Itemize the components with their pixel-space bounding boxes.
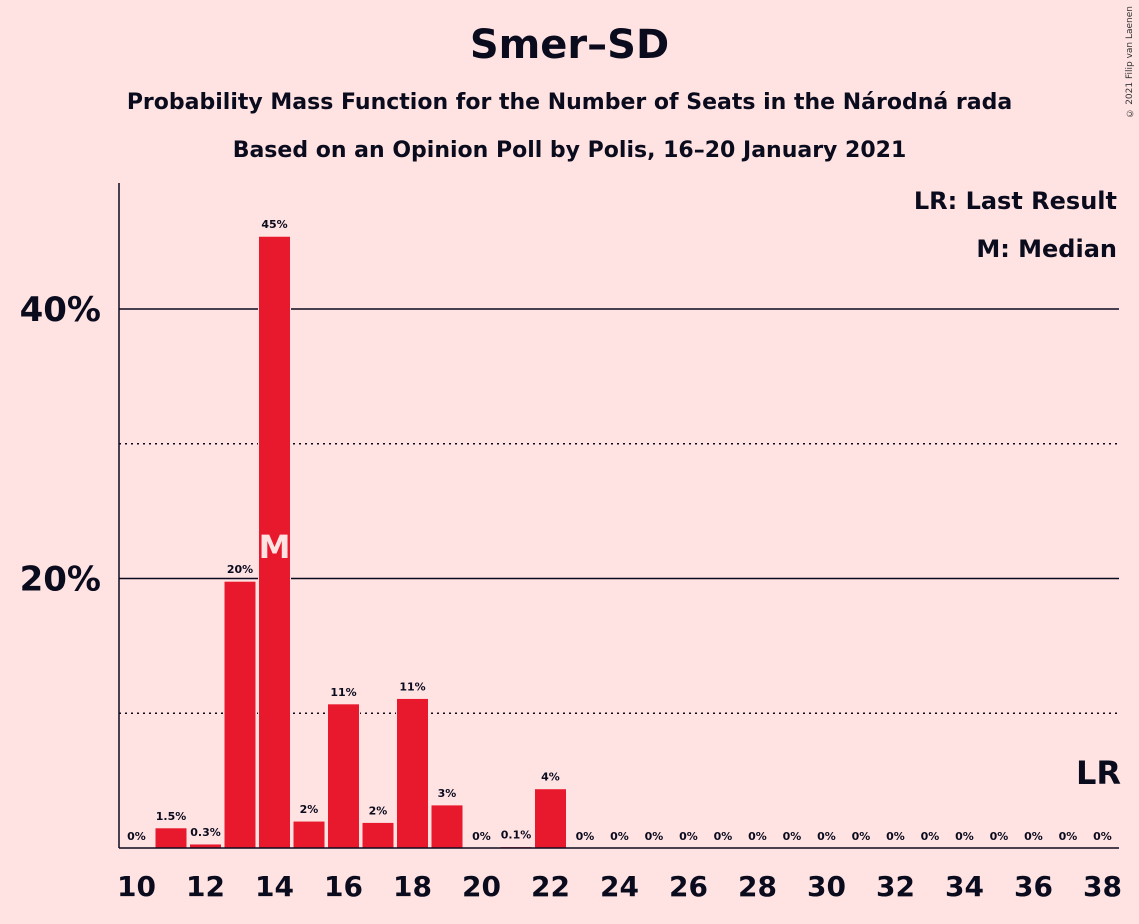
bar-seat-19 — [430, 804, 464, 849]
data-label-seat-33: 0% — [921, 830, 940, 843]
x-tick-label: 28 — [738, 870, 777, 903]
last-result-marker: LR — [1076, 754, 1121, 792]
bar-seat-22 — [534, 788, 567, 849]
x-tick-label: 38 — [1083, 870, 1122, 903]
x-tick-label: 34 — [945, 870, 984, 903]
data-label-seat-32: 0% — [886, 830, 905, 843]
data-label-seat-17: 2% — [369, 804, 388, 817]
data-label-seat-18: 11% — [399, 680, 425, 693]
data-label-seat-10: 0% — [127, 830, 146, 843]
bars — [154, 235, 567, 849]
data-label-seat-37: 0% — [1059, 830, 1078, 843]
bar-seat-16 — [327, 703, 360, 849]
data-label-seat-34: 0% — [955, 830, 974, 843]
data-label-seat-13: 20% — [227, 563, 253, 576]
data-label-seat-12: 0.3% — [190, 826, 221, 839]
x-tick-label: 10 — [117, 870, 156, 903]
x-tick-label: 30 — [807, 870, 846, 903]
y-tick-label: 40% — [20, 290, 101, 330]
x-tick-label: 14 — [255, 870, 294, 903]
data-label-seat-22: 4% — [541, 771, 560, 784]
bar-seat-13 — [223, 580, 257, 849]
data-labels: 0% 1.5%0.3% 20% 45% 2% 11% 2% 11% 3% 0% 0.1% 4% 0% 0%… — [127, 218, 1112, 843]
bar-seat-18 — [396, 697, 429, 849]
data-label-seat-23: 0% — [576, 830, 595, 843]
chart-subtitle: Probability Mass Function for the Number… — [126, 90, 1013, 115]
markers: M LR — [259, 528, 1121, 792]
data-label-seat-35: 0% — [990, 830, 1009, 843]
data-label-seat-26: 0% — [679, 830, 698, 843]
legend-last-result: LR: Last Result — [914, 187, 1117, 215]
chart-title: Smer–SD — [469, 22, 670, 68]
x-tick-label: 32 — [876, 870, 915, 903]
data-label-seat-38: 0% — [1093, 830, 1112, 843]
median-marker: M — [259, 528, 291, 566]
data-label-seat-36: 0% — [1024, 830, 1043, 843]
x-tick-label: 24 — [600, 870, 639, 903]
data-label-seat-24: 0% — [610, 830, 629, 843]
data-label-seat-11: 1.5% — [156, 810, 187, 823]
data-label-seat-25: 0% — [645, 830, 664, 843]
x-tick-label: 22 — [531, 870, 570, 903]
data-label-seat-15: 2% — [300, 803, 319, 816]
x-tick-label: 36 — [1014, 870, 1053, 903]
y-tick-label: 20% — [20, 560, 101, 600]
data-label-seat-19: 3% — [438, 787, 457, 800]
x-tick-label: 16 — [324, 870, 363, 903]
x-axis-ticks: 10 12 14 16 18 20 22 24 26 28 30 32 34 36 38 — [117, 870, 1122, 903]
chart-subtitle-source: Based on an Opinion Poll by Polis, 16–20… — [232, 138, 907, 163]
bar-seat-15 — [292, 820, 326, 849]
data-label-seat-31: 0% — [852, 830, 871, 843]
x-tick-label: 12 — [186, 870, 225, 903]
data-label-seat-16: 11% — [330, 686, 356, 699]
data-label-seat-14: 45% — [261, 218, 287, 231]
y-axis-ticks: 20% 40% — [20, 290, 101, 600]
data-label-seat-27: 0% — [714, 830, 733, 843]
data-label-seat-20: 0% — [472, 830, 491, 843]
legend-median: M: Median — [976, 235, 1117, 263]
data-label-seat-28: 0% — [748, 830, 767, 843]
bar-seat-11 — [154, 827, 188, 849]
x-tick-label: 18 — [393, 870, 432, 903]
data-label-seat-30: 0% — [817, 830, 836, 843]
bar-seat-17 — [361, 821, 395, 849]
x-tick-label: 26 — [669, 870, 708, 903]
data-label-seat-21: 0.1% — [501, 829, 532, 842]
x-tick-label: 20 — [462, 870, 501, 903]
data-label-seat-29: 0% — [783, 830, 802, 843]
